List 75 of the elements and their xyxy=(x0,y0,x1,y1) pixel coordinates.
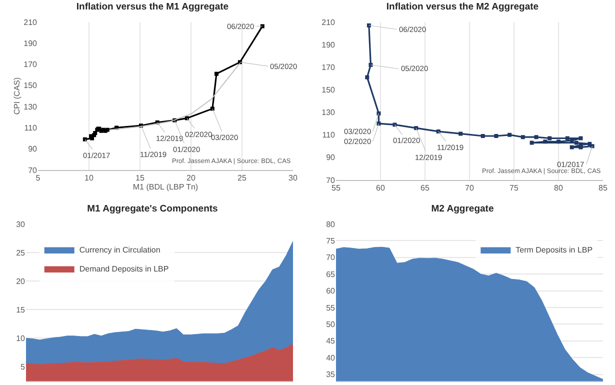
point xyxy=(530,140,534,145)
x-tick-label: 60 xyxy=(376,184,386,193)
y-tick-label: 190 xyxy=(24,38,38,48)
point xyxy=(543,140,548,144)
chart-title: M2 Aggregate xyxy=(431,203,494,214)
y-tick-label: 170 xyxy=(322,62,336,72)
y-tick-label: 150 xyxy=(24,81,38,90)
x-tick-label: 30 xyxy=(288,174,298,183)
y-tick-label: 55 xyxy=(326,303,336,312)
point xyxy=(458,132,463,136)
x-tick-label: 25 xyxy=(238,174,247,183)
point xyxy=(214,72,218,76)
legend-label: Currency in Circulation xyxy=(79,246,160,255)
y-tick-label: 20 xyxy=(16,276,26,286)
point xyxy=(534,135,538,140)
point xyxy=(494,134,498,138)
point xyxy=(414,126,418,130)
point xyxy=(578,136,583,140)
y-tick-label: 15 xyxy=(16,305,26,314)
y-tick-label: 60 xyxy=(326,286,336,296)
x-tick-label: 10 xyxy=(84,174,94,183)
point xyxy=(376,111,381,116)
x-tick-label: 65 xyxy=(420,184,430,193)
y-tick-label: 210 xyxy=(322,18,336,27)
y-tick-label: 65 xyxy=(326,270,336,279)
x-tick-label: 15 xyxy=(136,174,145,183)
y-tick-label: 5 xyxy=(20,362,26,372)
y-axis-title: CPI (CAS) xyxy=(12,77,22,115)
y-tick-label: 50 xyxy=(326,320,336,330)
y-tick-label: 210 xyxy=(24,18,38,27)
y-tick-label: 90 xyxy=(28,144,38,154)
y-tick-label: 110 xyxy=(322,130,336,140)
y-tick-label: 170 xyxy=(24,60,38,70)
point xyxy=(588,142,592,146)
legend-label: Term Deposits in LBP xyxy=(516,246,593,255)
y-tick-label: 130 xyxy=(322,108,336,118)
y-tick-label: 30 xyxy=(16,220,26,229)
y-tick-label: 35 xyxy=(326,370,336,380)
x-tick-label: 75 xyxy=(510,184,519,193)
point xyxy=(210,106,214,111)
y-tick-label: 90 xyxy=(326,153,336,162)
x-tick-label: 85 xyxy=(598,184,608,193)
point xyxy=(508,132,512,137)
y-tick-label: 70 xyxy=(326,253,336,262)
point xyxy=(365,75,370,80)
y-tick-label: 80 xyxy=(326,220,336,229)
point xyxy=(368,62,373,67)
y-tick-label: 45 xyxy=(326,336,336,346)
point xyxy=(436,129,440,134)
point xyxy=(548,136,552,140)
point xyxy=(565,136,570,140)
chart-title: M1 Aggregate's Components xyxy=(87,203,218,214)
point xyxy=(574,140,578,145)
y-tick-label: 25 xyxy=(16,248,26,258)
x-tick-label: 80 xyxy=(554,184,564,193)
x-axis-title: M1 (BDL (LBP Tn) xyxy=(132,182,198,192)
point xyxy=(260,24,264,28)
y-tick-label: 70 xyxy=(28,166,38,175)
point xyxy=(570,145,574,150)
y-tick-label: 110 xyxy=(24,124,38,133)
y-tick-label: 130 xyxy=(24,102,38,112)
legend-label: Demand Deposits in LBP xyxy=(79,264,169,274)
chart-title: Inflation versus the M1 Aggregate xyxy=(76,2,229,13)
y-tick-label: 10 xyxy=(16,334,26,343)
x-tick-label: 70 xyxy=(465,184,474,193)
chart-title: Inflation versus the M2 Aggregate xyxy=(386,2,539,13)
point xyxy=(520,135,525,140)
y-tick-label: 150 xyxy=(322,86,336,95)
point xyxy=(570,138,574,142)
y-tick-label: 40 xyxy=(326,353,336,362)
x-tick-label: 20 xyxy=(186,174,196,183)
point xyxy=(376,122,381,126)
y-tick-label: 190 xyxy=(322,40,336,50)
y-tick-label: 75 xyxy=(326,236,336,246)
point xyxy=(480,134,485,138)
